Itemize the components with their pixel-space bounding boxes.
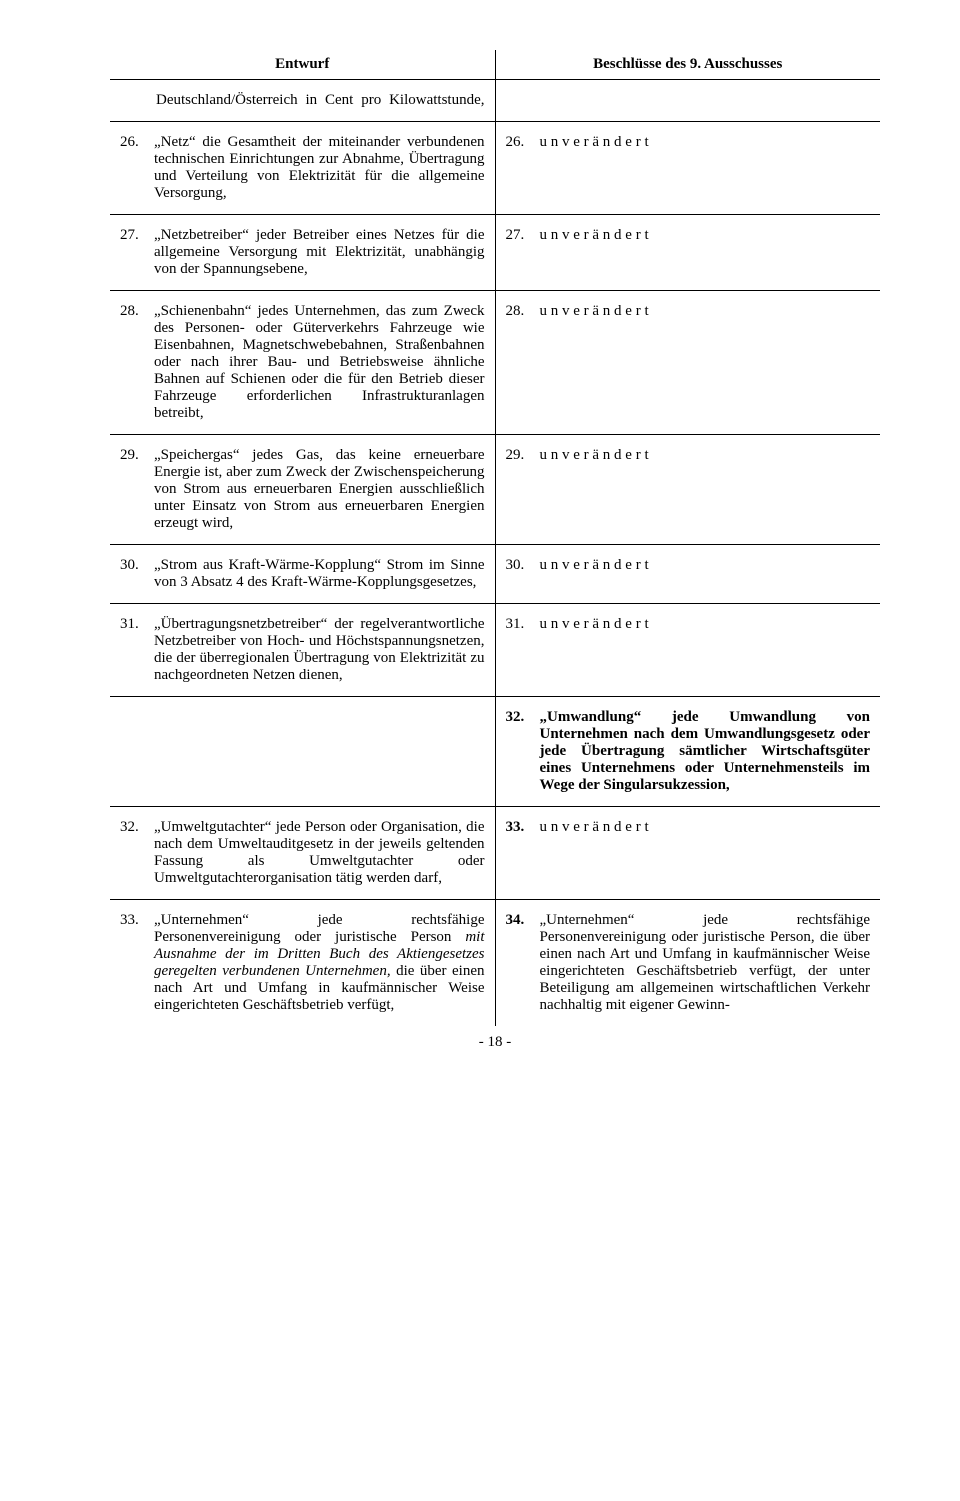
intro-right-empty	[495, 80, 880, 122]
num: 29.	[506, 447, 540, 464]
header-right: Beschlüsse des 9. Ausschusses	[495, 50, 880, 80]
txt: „Unternehmen“ jede rechtsfähige Personen…	[154, 912, 485, 1014]
txt: „Speichergas“ jedes Gas, das keine erneu…	[154, 447, 485, 532]
page-number: - 18 -	[110, 1034, 880, 1051]
row-34-right: 34. „Unternehmen“ jede rechtsfähige Pers…	[495, 900, 880, 1027]
row-29-right: 29. u n v e r ä n d e r t	[495, 435, 880, 545]
txt: „Umwandlung“ jede Umwandlung von Unterne…	[540, 709, 871, 794]
row-26-left: 26. „Netz“ die Gesamtheit der miteinande…	[110, 122, 495, 215]
row-29-left: 29. „Speichergas“ jedes Gas, das keine e…	[110, 435, 495, 545]
txt: u n v e r ä n d e r t	[540, 557, 871, 574]
txt: u n v e r ä n d e r t	[540, 616, 871, 633]
row-32-left: 32. „Umweltgutachter“ jede Person oder O…	[110, 807, 495, 900]
num: 27.	[120, 227, 154, 278]
row-27-left: 27. „Netzbetreiber“ jeder Betreiber eine…	[110, 215, 495, 291]
row-33-left: 33. „Unternehmen“ jede rechtsfähige Pers…	[110, 900, 495, 1027]
txt: u n v e r ä n d e r t	[540, 227, 871, 244]
num: 33.	[506, 819, 540, 836]
intro-text: Deutschland/Österreich in Cent pro Kilow…	[156, 92, 485, 109]
intro-left: Deutschland/Österreich in Cent pro Kilow…	[110, 80, 495, 122]
num: 30.	[120, 557, 154, 591]
row-31-right: 31. u n v e r ä n d e r t	[495, 604, 880, 697]
txt: „Umweltgutachter“ jede Person oder Organ…	[154, 819, 485, 887]
row-33-right: 33. u n v e r ä n d e r t	[495, 807, 880, 900]
row-28-left: 28. „Schienenbahn“ jedes Unternehmen, da…	[110, 291, 495, 435]
num: 27.	[506, 227, 540, 244]
row-28-right: 28. u n v e r ä n d e r t	[495, 291, 880, 435]
header-left: Entwurf	[110, 50, 495, 80]
num: 29.	[120, 447, 154, 532]
num: 31.	[506, 616, 540, 633]
row-26-right: 26. u n v e r ä n d e r t	[495, 122, 880, 215]
num: 28.	[506, 303, 540, 320]
num: 26.	[506, 134, 540, 151]
txt: u n v e r ä n d e r t	[540, 134, 871, 151]
txt: „Strom aus Kraft-Wärme-Kopplung“ Strom i…	[154, 557, 485, 591]
comparison-table: Entwurf Beschlüsse des 9. Ausschusses De…	[110, 50, 880, 1026]
num: 32.	[506, 709, 540, 794]
row-new32-right: 32. „Umwandlung“ jede Umwandlung von Unt…	[495, 697, 880, 807]
num: 30.	[506, 557, 540, 574]
num: 28.	[120, 303, 154, 422]
row-27-right: 27. u n v e r ä n d e r t	[495, 215, 880, 291]
txt: „Netz“ die Gesamtheit der miteinander ve…	[154, 134, 485, 202]
row-30-right: 30. u n v e r ä n d e r t	[495, 545, 880, 604]
txt: u n v e r ä n d e r t	[540, 303, 871, 320]
num: 31.	[120, 616, 154, 684]
row-31-left: 31. „Übertragungsnetzbetreiber“ der rege…	[110, 604, 495, 697]
num: 26.	[120, 134, 154, 202]
txt: „Unternehmen“ jede rechtsfähige Personen…	[540, 912, 871, 1014]
num: 33.	[120, 912, 154, 1014]
num: 34.	[506, 912, 540, 1014]
txt: „Schienenbahn“ jedes Unternehmen, das zu…	[154, 303, 485, 422]
txt: u n v e r ä n d e r t	[540, 819, 871, 836]
row-new32-left-empty	[110, 697, 495, 807]
txt: „Übertragungsnetzbetreiber“ der regelver…	[154, 616, 485, 684]
num: 32.	[120, 819, 154, 887]
txt: „Netzbetreiber“ jeder Betreiber eines Ne…	[154, 227, 485, 278]
row-30-left: 30. „Strom aus Kraft-Wärme-Kopplung“ Str…	[110, 545, 495, 604]
txt: u n v e r ä n d e r t	[540, 447, 871, 464]
